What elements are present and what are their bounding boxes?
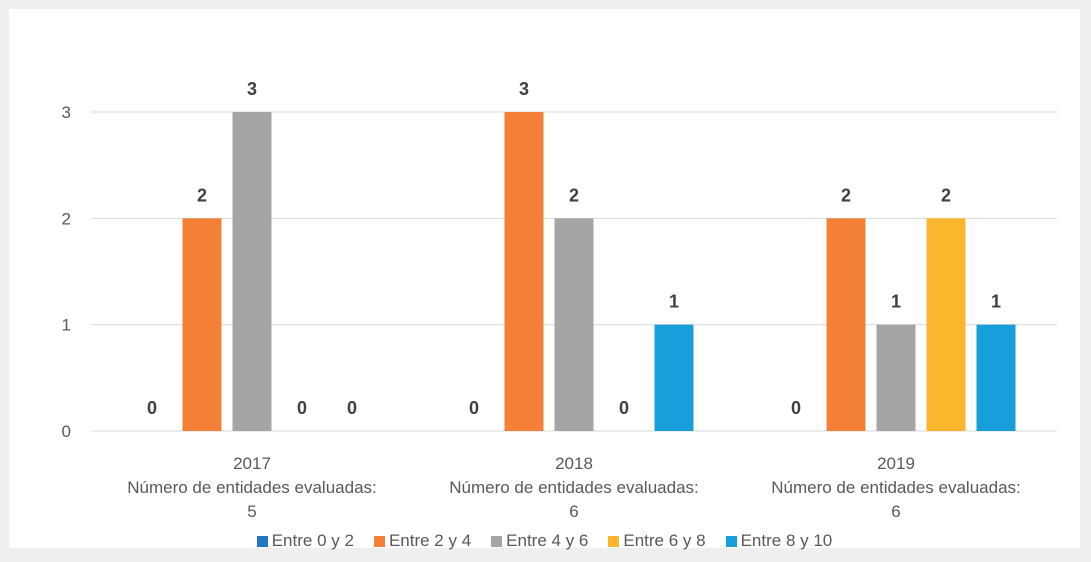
data-label: 3 <box>519 79 529 99</box>
bar <box>182 218 222 431</box>
legend-item: Entre 2 y 4 <box>373 531 472 551</box>
y-tick-label: 3 <box>62 103 71 122</box>
legend-item: Entre 8 y 10 <box>725 531 833 551</box>
data-label: 1 <box>991 292 1001 312</box>
x-category-label: 2017 <box>233 454 271 473</box>
x-category-sublabel: 5 <box>247 502 256 521</box>
x-category-sublabel: Número de entidades evaluadas: <box>771 478 1021 497</box>
data-label: 0 <box>469 398 479 418</box>
bar <box>826 218 866 431</box>
legend: Entre 0 y 2 Entre 2 y 4 Entre 4 y 6 Entre 6… <box>9 531 1080 551</box>
data-label: 2 <box>197 185 207 205</box>
data-label: 1 <box>669 292 679 312</box>
bar <box>654 324 694 431</box>
data-label: 1 <box>891 292 901 312</box>
bar <box>976 324 1016 431</box>
bar <box>504 112 544 431</box>
legend-label: Entre 8 y 10 <box>740 531 833 550</box>
x-category-label: 2018 <box>555 454 593 473</box>
legend-label: Entre 4 y 6 <box>506 531 589 550</box>
legend-swatch <box>608 535 620 547</box>
data-label: 0 <box>147 398 157 418</box>
data-label: 2 <box>569 185 579 205</box>
legend-swatch <box>491 535 503 547</box>
x-category-sublabel: Número de entidades evaluadas: <box>127 478 377 497</box>
y-tick-label: 2 <box>62 209 71 228</box>
x-category-label: 2019 <box>877 454 915 473</box>
data-label: 0 <box>347 398 357 418</box>
legend-label: Entre 6 y 8 <box>623 531 706 550</box>
data-label: 0 <box>791 398 801 418</box>
legend-label: Entre 0 y 2 <box>271 531 354 550</box>
legend-item: Entre 4 y 6 <box>491 531 588 551</box>
x-category-sublabel: Número de entidades evaluadas: <box>449 478 699 497</box>
bar <box>232 112 272 431</box>
legend-swatch <box>256 535 268 547</box>
data-label: 2 <box>841 185 851 205</box>
bar-chart: 0 1 2 3 0 2 3 0 0 2017 Número de entidades evaluad… <box>62 79 1057 521</box>
legend-label: Entre 2 y 4 <box>388 531 472 550</box>
x-category-sublabel: 6 <box>569 502 578 521</box>
legend-swatch <box>725 535 737 547</box>
y-tick-label: 0 <box>62 422 71 441</box>
legend-item: Entre 6 y 8 <box>608 531 706 551</box>
bar <box>926 218 966 431</box>
data-label: 0 <box>297 398 307 418</box>
x-category-sublabel: 6 <box>891 502 900 521</box>
bar <box>554 218 594 431</box>
legend-swatch <box>373 535 385 547</box>
bar <box>876 324 916 431</box>
data-label: 0 <box>619 398 629 418</box>
data-label: 3 <box>247 79 257 99</box>
data-label: 2 <box>941 185 951 205</box>
y-tick-label: 1 <box>62 316 71 335</box>
legend-item: Entre 0 y 2 <box>256 531 354 551</box>
chart-panel: 0 1 2 3 0 2 3 0 0 2017 Número de entidades evaluad… <box>9 9 1080 551</box>
